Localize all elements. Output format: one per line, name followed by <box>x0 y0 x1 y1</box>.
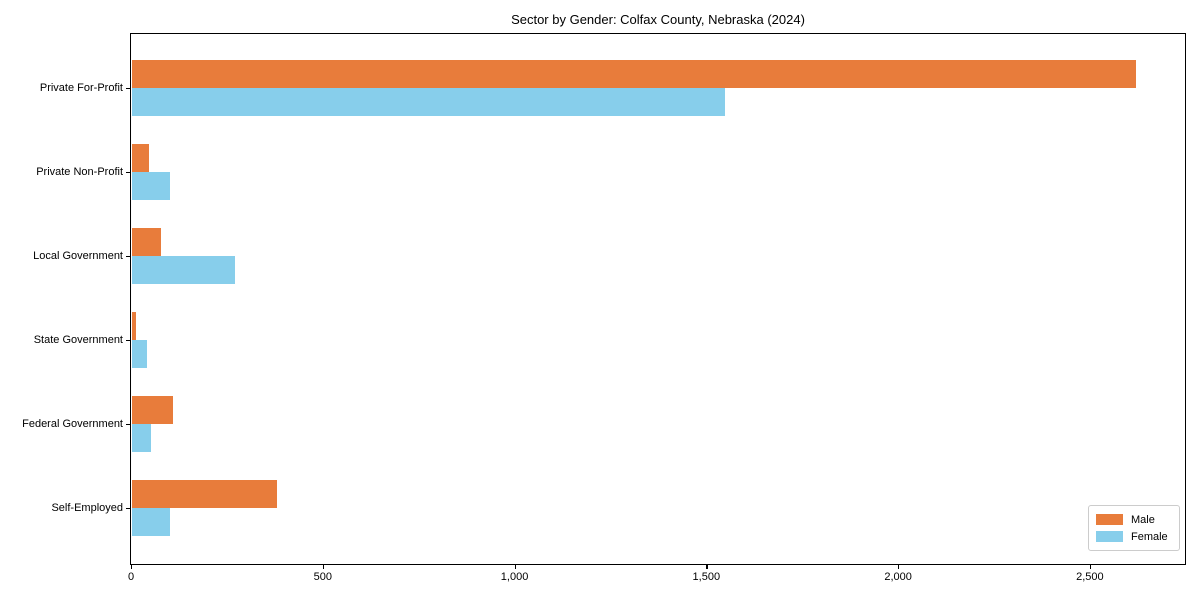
xtick-mark-2-000 <box>898 564 900 569</box>
legend: Male Female <box>1088 505 1180 551</box>
xtick-label-1-500: 1,500 <box>692 571 721 583</box>
bar-male-self-employed <box>132 480 277 508</box>
bar-male-local-government <box>132 228 161 256</box>
ytick-label-private-for-profit: Private For-Profit <box>39 82 123 94</box>
xtick-label-0: 0 <box>127 571 135 583</box>
xtick-mark-0 <box>131 564 133 569</box>
ytick-label-state-government: State Government <box>33 334 123 346</box>
xtick-label-2-000: 2,000 <box>884 571 912 583</box>
ytick-mark-federal-government <box>126 424 131 426</box>
ytick-mark-local-government <box>126 256 131 258</box>
bar-male-federal-government <box>132 396 173 424</box>
xtick-mark-1-500 <box>706 564 708 569</box>
legend-label-male: Male <box>1131 513 1155 526</box>
xtick-mark-1-000 <box>514 564 516 569</box>
chart-title: Sector by Gender: Colfax County, Nebrask… <box>511 12 805 27</box>
plot-area <box>130 33 1186 565</box>
ytick-mark-private-for-profit <box>126 88 131 90</box>
bar-male-state-government <box>132 312 136 340</box>
legend-item-female: Female <box>1096 528 1172 545</box>
ytick-mark-private-non-profit <box>126 172 131 174</box>
ytick-label-federal-government: Federal Government <box>22 418 123 430</box>
bar-female-self-employed <box>132 508 170 536</box>
legend-swatch-male-icon <box>1096 514 1123 525</box>
xtick-mark-2-500 <box>1089 564 1092 569</box>
xtick-label-500: 500 <box>313 571 332 583</box>
bar-female-private-non-profit <box>132 172 170 200</box>
xtick-mark-500 <box>322 564 324 569</box>
ytick-mark-state-government <box>126 340 131 342</box>
bar-female-private-for-profit <box>132 88 725 116</box>
xtick-label-1-000: 1,000 <box>500 571 529 583</box>
ytick-label-self-employed: Self-Employed <box>51 502 123 514</box>
bar-female-state-government <box>132 340 147 368</box>
ytick-label-private-non-profit: Private Non-Profit <box>36 166 123 178</box>
xtick-label-2-500: 2,500 <box>1076 571 1104 583</box>
bar-female-federal-government <box>132 424 151 452</box>
legend-label-female: Female <box>1131 530 1168 543</box>
bar-male-private-non-profit <box>132 144 149 172</box>
bar-male-private-for-profit <box>132 60 1136 88</box>
legend-item-male: Male <box>1096 511 1172 528</box>
bar-female-local-government <box>132 256 235 284</box>
ytick-label-local-government: Local Government <box>33 250 123 262</box>
legend-swatch-female-icon <box>1096 531 1123 542</box>
ytick-mark-self-employed <box>126 508 131 510</box>
